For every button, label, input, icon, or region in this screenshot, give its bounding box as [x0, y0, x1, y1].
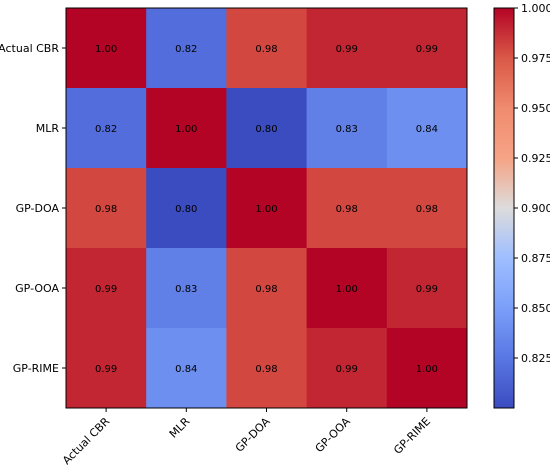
cell-value-label: 0.98: [336, 204, 358, 215]
heatmap-cell: [306, 88, 388, 169]
cell-value-label: 0.80: [175, 204, 197, 215]
colorbar-tick-label: 1.000: [521, 2, 550, 15]
heatmap-cell: [226, 248, 308, 329]
cell-value-label: 0.98: [95, 204, 117, 215]
colorbar-tick-label: 0.825: [521, 352, 550, 365]
heatmap-cell: [226, 88, 308, 169]
cell-value-label: 0.82: [95, 124, 117, 135]
heatmap-cell: [66, 168, 147, 249]
colorbar-tick-label: 0.925: [521, 152, 550, 165]
y-tick-label: Actual CBR: [0, 42, 59, 55]
cell-value-label: 0.98: [255, 44, 277, 55]
y-tick-label: GP-DOA: [16, 202, 60, 215]
x-tick-label: Actual CBR: [60, 415, 112, 465]
heatmap-cell: [146, 328, 227, 409]
y-tick-label: GP-RIME: [13, 362, 59, 375]
colorbar-tick-label: 0.875: [521, 252, 550, 265]
heatmap-cell: [146, 168, 227, 249]
cell-value-label: 0.83: [175, 284, 197, 295]
cell-value-label: 0.84: [175, 364, 197, 375]
cell-value-label: 1.00: [416, 364, 438, 375]
colorbar-tick-label: 0.950: [521, 102, 550, 115]
heatmap-cell: [306, 8, 388, 89]
heatmap-cell: [306, 168, 388, 249]
cell-value-label: 0.80: [255, 124, 277, 135]
x-tick-label: GP-RIME: [391, 415, 433, 457]
heatmap-cells: [66, 8, 468, 409]
y-tick-label: MLR: [36, 122, 60, 135]
y-tick-label: GP-OOA: [15, 282, 59, 295]
y-axis-tick-labels: Actual CBR MLR GP-DOA GP-OOA GP-RIME: [0, 42, 66, 375]
heatmap-cell: [226, 328, 308, 409]
cell-value-label: 1.00: [336, 284, 358, 295]
heatmap-cell: [386, 248, 468, 329]
heatmap-cell: [386, 8, 468, 89]
x-tick-label: GP-OOA: [313, 415, 354, 456]
heatmap-cell: [226, 8, 308, 89]
cell-value-label: 0.99: [95, 364, 117, 375]
cell-value-label: 0.99: [336, 44, 358, 55]
cell-value-label: 0.84: [416, 124, 438, 135]
heatmap-cell: [306, 248, 388, 329]
colorbar-tick-labels: 0.825 0.850 0.875 0.900 0.925 0.950 0.975 1.000: [514, 2, 550, 365]
x-axis-tick-labels: Actual CBR MLR GP-DOA GP-OOA GP-RIME: [60, 408, 433, 465]
cell-value-label: 0.99: [95, 284, 117, 295]
heatmap-cell: [226, 168, 308, 249]
cell-value-label: 0.82: [175, 44, 197, 55]
cell-value-label: 1.00: [255, 204, 277, 215]
heatmap-cell: [66, 248, 147, 329]
heatmap-cell: [386, 328, 468, 409]
cell-value-label: 0.98: [255, 364, 277, 375]
heatmap-cell: [306, 328, 388, 409]
heatmap-cell: [386, 88, 468, 169]
x-tick-label: MLR: [167, 415, 193, 441]
cell-value-label: 1.00: [175, 124, 197, 135]
cell-value-label: 0.83: [336, 124, 358, 135]
cell-value-label: 0.99: [336, 364, 358, 375]
colorbar-tick-label: 0.850: [521, 302, 550, 315]
heatmap-cell: [66, 88, 147, 169]
cell-value-label: 0.99: [416, 44, 438, 55]
cell-value-label: 1.00: [95, 44, 117, 55]
heatmap-cell-labels: 1.00 0.82 0.98 0.99 0.99 0.82 1.00 0.80 0.83 0.84…: [95, 44, 438, 375]
heatmap-cell: [146, 88, 227, 169]
colorbar-tick-label: 0.900: [521, 202, 550, 215]
heatmap-cell: [146, 8, 227, 89]
heatmap-cell: [386, 168, 468, 249]
heatmap-cell: [66, 8, 147, 89]
x-tick-label: GP-DOA: [233, 415, 273, 455]
heatmap-cell: [146, 248, 227, 329]
cell-value-label: 0.98: [416, 204, 438, 215]
cell-value-label: 0.99: [416, 284, 438, 295]
cell-value-label: 0.98: [255, 284, 277, 295]
colorbar: [493, 7, 515, 409]
colorbar-tick-label: 0.975: [521, 52, 550, 65]
heatmap-cell: [66, 328, 147, 409]
